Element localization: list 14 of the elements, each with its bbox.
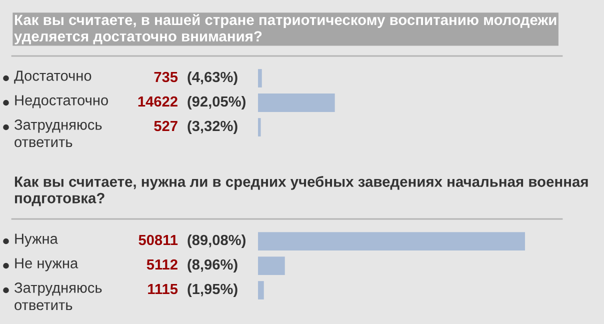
chart-title: Как вы считаете, нужна ли в средних учебных заведениях начальная военная подготовка? (14, 176, 588, 206)
y-tick-label: Затрудняюсь ответить (14, 282, 102, 310)
data-label: 14622 (92,05%) (138, 96, 246, 110)
data-label: 5112 (8,96%) (146, 258, 238, 273)
y-tick-label: Не нужна (15, 258, 78, 272)
data-label: 50811 (89,08%) (138, 234, 246, 248)
chart-title: Как вы считаете, в нашей стране патриотическому воспитанию молодежи уделяется достаточно внимания? (14, 14, 556, 44)
data-label: 527 (3,32%) (154, 120, 238, 134)
data-label: 735 (4,63%) (154, 71, 238, 86)
y-tick-label: Достаточно (14, 70, 92, 84)
y-tick-label: Недостаточно (15, 95, 108, 108)
data-label: 1115 (1,95%) (148, 283, 238, 298)
y-tick-label: Затрудняюсь ответить (14, 120, 102, 148)
y-tick-label: Нужна (15, 234, 58, 247)
